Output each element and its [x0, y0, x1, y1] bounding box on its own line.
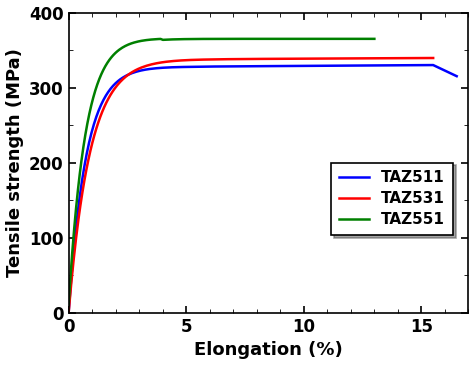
TAZ531	[110, 88, 116, 93]
Line: TAZ511: TAZ511	[69, 65, 456, 313]
TAZ551	[324, 36, 330, 41]
TAZ551	[66, 303, 72, 308]
TAZ531	[388, 56, 394, 60]
TAZ551	[125, 42, 131, 47]
TAZ531	[430, 56, 436, 60]
TAZ511	[453, 73, 458, 78]
TAZ531	[66, 311, 72, 315]
TAZ551	[79, 159, 84, 164]
TAZ551	[357, 36, 363, 41]
Y-axis label: Tensile strength (MPa): Tensile strength (MPa)	[6, 48, 24, 277]
TAZ511	[95, 110, 101, 115]
TAZ551	[94, 82, 100, 87]
TAZ531	[406, 56, 411, 60]
Line: TAZ531: TAZ531	[69, 58, 433, 313]
Legend: TAZ511, TAZ531, TAZ551: TAZ511, TAZ531, TAZ551	[331, 162, 453, 235]
Line: TAZ551: TAZ551	[69, 39, 374, 306]
TAZ511	[434, 65, 440, 69]
TAZ551	[372, 36, 377, 41]
TAZ531	[73, 236, 79, 241]
TAZ531	[94, 123, 100, 128]
TAZ511	[430, 63, 436, 67]
TAZ511	[454, 74, 459, 78]
TAZ511	[356, 64, 362, 68]
TAZ511	[370, 63, 375, 68]
TAZ511	[66, 311, 72, 315]
X-axis label: Elongation (%): Elongation (%)	[194, 341, 343, 360]
TAZ511	[124, 73, 129, 78]
TAZ531	[71, 258, 76, 263]
TAZ551	[68, 275, 73, 279]
